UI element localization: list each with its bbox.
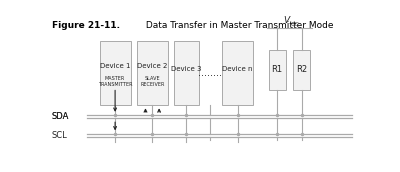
- Text: Device 1: Device 1: [100, 63, 130, 69]
- Text: Device n: Device n: [222, 66, 253, 72]
- FancyBboxPatch shape: [174, 41, 199, 105]
- Text: Figure 21-11.: Figure 21-11.: [52, 21, 120, 30]
- Text: Device 3: Device 3: [171, 66, 202, 72]
- FancyBboxPatch shape: [268, 50, 286, 89]
- FancyBboxPatch shape: [100, 41, 131, 105]
- Text: $\mathit{V}$: $\mathit{V}$: [283, 14, 292, 25]
- Text: CC: CC: [291, 22, 300, 27]
- FancyBboxPatch shape: [293, 50, 310, 89]
- FancyBboxPatch shape: [137, 41, 168, 105]
- Text: SDA: SDA: [52, 112, 69, 121]
- Text: MASTER
TRANSMITTER: MASTER TRANSMITTER: [98, 76, 132, 87]
- FancyBboxPatch shape: [222, 41, 253, 105]
- Text: SDA: SDA: [52, 112, 69, 121]
- Text: R1: R1: [272, 65, 283, 74]
- Text: SCL: SCL: [52, 131, 67, 140]
- Text: ........: ........: [198, 68, 222, 78]
- Text: Data Transfer in Master Transmitter Mode: Data Transfer in Master Transmitter Mode: [143, 21, 333, 30]
- Text: SLAVE
RECEIVER: SLAVE RECEIVER: [140, 76, 164, 87]
- Text: Device 2: Device 2: [137, 63, 168, 69]
- Text: R2: R2: [296, 65, 308, 74]
